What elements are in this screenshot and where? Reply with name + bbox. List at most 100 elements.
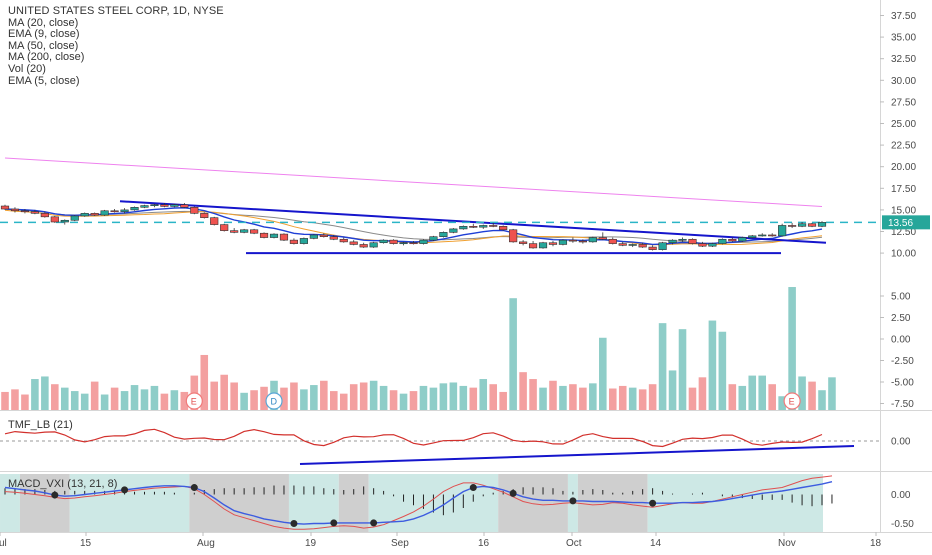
candle-body xyxy=(70,215,79,221)
legend-item-ma50[interactable]: MA (50, close) xyxy=(8,39,79,52)
candle-body xyxy=(289,239,299,244)
legend-item-ma200[interactable]: MA (200, close) xyxy=(8,51,85,64)
volume-bar xyxy=(798,376,806,410)
candle-body xyxy=(528,243,538,249)
candle-body xyxy=(479,225,488,228)
volume-bar xyxy=(11,389,19,410)
price-tick-label: 10.00 xyxy=(891,249,916,260)
candle-body xyxy=(369,242,378,248)
indicator-legend: UNITED STATES STEEL CORP, 1D, NYSE MA (2… xyxy=(8,5,224,87)
candle-body xyxy=(718,238,727,244)
trendline-resistance xyxy=(119,200,827,244)
candle-body xyxy=(170,204,179,207)
macd-cross-dot xyxy=(370,519,378,527)
volume-bar xyxy=(539,387,547,410)
volume-bar xyxy=(499,391,507,410)
volume-bar xyxy=(589,383,597,410)
candle-body xyxy=(489,225,498,227)
candle-body xyxy=(618,243,627,246)
volume-bar xyxy=(439,383,448,410)
candle-body xyxy=(389,239,398,244)
candle-body xyxy=(309,234,318,239)
last-price-badge xyxy=(882,215,930,230)
candle-body xyxy=(230,230,239,233)
volume-bar xyxy=(180,391,189,410)
volume-bar xyxy=(429,387,438,410)
volume-bar xyxy=(648,384,657,410)
legend-item-ma20[interactable]: MA (20, close) xyxy=(8,16,79,29)
candle-body xyxy=(120,209,129,212)
volume-bar xyxy=(758,375,767,410)
candle-body xyxy=(449,228,458,233)
candle-body xyxy=(648,246,657,250)
volume-bar xyxy=(678,329,687,410)
volume-bar xyxy=(1,391,9,410)
price-tick-label: 35.00 xyxy=(891,33,916,44)
volume-bar xyxy=(479,379,488,410)
macd-zone-1 xyxy=(19,474,70,532)
macd-zone-2 xyxy=(69,474,190,532)
candle-body xyxy=(678,238,687,241)
volume-bar xyxy=(220,374,228,410)
volume-bar xyxy=(300,389,308,410)
volume-bar xyxy=(489,384,497,410)
macd-cross-dot xyxy=(290,520,298,527)
volume-bar xyxy=(200,354,209,410)
volume-bar xyxy=(210,381,219,410)
legend-item-vol[interactable]: Vol (20) xyxy=(8,62,46,75)
candle-body xyxy=(409,242,418,245)
macd-tick-label: 0.00 xyxy=(891,490,911,501)
x-tick-label: 15 xyxy=(80,538,92,549)
candle-body xyxy=(558,239,568,245)
price-tick-label: 30.00 xyxy=(891,76,916,87)
event-marker-label: E xyxy=(789,397,795,407)
chart-title[interactable]: UNITED STATES STEEL CORP, 1D, NYSE xyxy=(8,5,224,17)
volume-bar xyxy=(51,384,59,410)
tmf-pane-label[interactable]: TMF_LB (21) xyxy=(8,419,73,431)
candle-body xyxy=(708,243,717,247)
legend-item-ema9[interactable]: EMA (9, close) xyxy=(8,28,80,41)
candle-body xyxy=(110,210,119,213)
volume-bar xyxy=(529,379,537,410)
volume-bar xyxy=(31,379,39,410)
last-price-label: 13.56 xyxy=(888,218,913,229)
candle-body xyxy=(30,211,39,214)
candle-body xyxy=(807,223,817,227)
candle-body xyxy=(758,234,767,237)
candle-body xyxy=(90,213,99,216)
price-tick-label: 37.50 xyxy=(891,11,916,22)
price-tick-label: 17.50 xyxy=(891,184,916,195)
candle-body xyxy=(797,223,807,227)
price-tick-label: 32.50 xyxy=(891,54,916,65)
macd-cross-dot xyxy=(509,489,517,497)
candle-body xyxy=(100,210,109,216)
volume-bar xyxy=(369,380,378,410)
volume-bar xyxy=(688,387,697,410)
macd-tick-label: -0.50 xyxy=(891,519,914,530)
candle-body xyxy=(249,229,259,234)
volume-tick-label: 0.00 xyxy=(891,335,911,346)
volume-bar xyxy=(310,385,318,410)
macd-pane-label[interactable]: MACD_VXI (13, 21, 8) xyxy=(8,478,118,490)
volume-bar xyxy=(569,384,577,410)
candle-body xyxy=(768,234,777,237)
candle-body xyxy=(180,204,189,208)
volume-bar xyxy=(419,385,428,410)
volume-bar xyxy=(788,287,796,410)
candle-body xyxy=(748,235,757,238)
candle-body xyxy=(728,238,737,242)
candle-body xyxy=(200,213,209,218)
macd-zone-3 xyxy=(189,474,289,532)
x-tick-label: Aug xyxy=(197,538,215,549)
x-tick-label: 16 xyxy=(478,538,490,549)
macd-cross-dot xyxy=(51,491,59,499)
candle-body xyxy=(638,244,647,248)
legend-item-ema5[interactable]: EMA (5, close) xyxy=(8,74,80,87)
volume-tick-label: -5.00 xyxy=(891,378,914,389)
volume-bar xyxy=(80,393,89,410)
candle-body xyxy=(40,213,49,218)
volume-bar xyxy=(120,391,129,410)
x-tick-label: Jul xyxy=(0,538,7,549)
